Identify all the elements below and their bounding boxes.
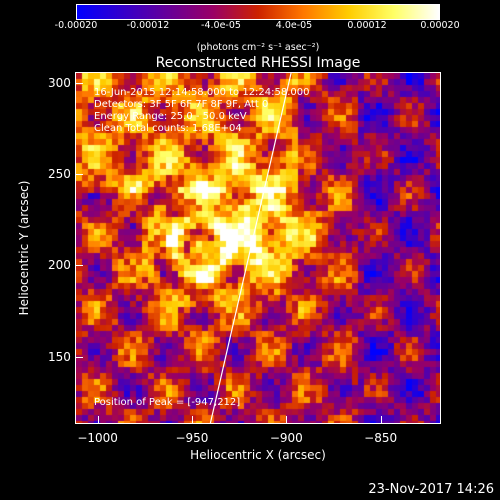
x-tick-mark: [97, 416, 99, 423]
peak-position-label: Position of Peak = [-947,212]: [94, 397, 241, 408]
colorbar-tick: -0.00020: [54, 20, 98, 31]
y-tick-mark: [76, 174, 83, 176]
x-tick-label: −950: [175, 431, 209, 445]
colorbar-units: (photons cm⁻² s⁻¹ asec⁻²): [196, 42, 320, 53]
y-tick-label: 300: [48, 75, 71, 90]
x-axis-label: Heliocentric X (arcsec): [190, 448, 326, 462]
x-tick-label: −850: [364, 431, 398, 445]
detectors-label: Detectors: 3F 5F 6F 7F 8F 9F, Att 0: [94, 99, 269, 110]
x-tick-mark: [380, 416, 382, 423]
colorbar-gradient: [76, 4, 440, 20]
colorbar-tick: 0.00020: [420, 20, 460, 31]
x-tick-label: −1000: [77, 431, 118, 445]
y-axis-label: Heliocentric Y (arcsec): [17, 180, 31, 316]
y-tick-mark: [76, 356, 83, 358]
plot-area: 16-Jun-2015 12:14:58.000 to 12:24:58.000…: [75, 72, 441, 424]
clean-counts-label: Clean Total counts: 1.68E+04: [94, 123, 242, 134]
y-tick-mark: [76, 82, 83, 84]
x-tick-mark: [286, 416, 288, 423]
y-tick-label: 150: [48, 349, 71, 364]
y-tick-label: 250: [48, 167, 71, 182]
y-tick-mark: [76, 265, 83, 267]
colorbar: [76, 4, 440, 20]
plot-overlay: [209, 73, 292, 423]
y-tick-label: 200: [48, 258, 71, 273]
timestamp: 23-Nov-2017 14:26: [368, 482, 494, 497]
time-range-label: 16-Jun-2015 12:14:58.000 to 12:24:58.000: [94, 87, 310, 98]
x-tick-label: −900: [269, 431, 303, 445]
solar-limb-line: [209, 73, 292, 423]
energy-range-label: Energy Range: 25.0 - 50.0 keV: [94, 111, 247, 122]
heatmap-image: [76, 73, 440, 423]
colorbar-tick: 4.0e-05: [275, 20, 313, 31]
x-tick-mark: [191, 416, 193, 423]
colorbar-tick: -0.00012: [126, 20, 170, 31]
colorbar-tick: -4.0e-05: [201, 20, 241, 31]
colorbar-tick: 0.00012: [347, 20, 387, 31]
chart-title: Reconstructed RHESSI Image: [155, 55, 361, 71]
